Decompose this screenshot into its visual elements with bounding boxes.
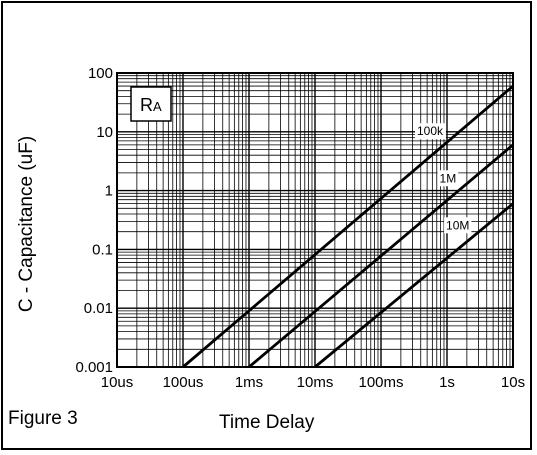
series-line-1M [248,143,514,369]
legend-box: RA [130,86,172,122]
y-tick-label: 1 [105,183,113,200]
y-tick-label: 0.1 [92,241,113,258]
y-tick-label: 100 [88,65,113,82]
x-tick-label: 10s [501,374,525,391]
legend-label: RA [140,95,162,115]
y-tick-label: 10 [96,124,113,141]
x-tick-label: 10ms [297,374,334,391]
x-tick-label: 100us [163,374,204,391]
figure-caption: Figure 3 [8,408,78,429]
x-tick-label: 10us [101,374,134,391]
series-lines: 100k 1M 10M [182,84,514,369]
y-axis-label: C - Capacitance (uF) [16,135,37,313]
series-label-1M: 1M [440,171,457,185]
series-label-background [414,123,446,140]
x-tick-label: 100ms [358,374,403,391]
series-label-10M: 10M [446,218,469,232]
y-tick-label: 0.01 [84,300,113,317]
y-axis-ticks: 100 10 1 0.1 0.01 0.001 [75,65,113,376]
series-label-100k: 100k [417,124,444,138]
x-tick-label: 1s [439,374,455,391]
figure-frame [1,1,532,450]
x-axis-ticks: 10us 100us 1ms 10ms 100ms 1s 10s [101,374,525,391]
x-tick-label: 1ms [235,374,263,391]
y-tick-label: 0.001 [75,359,113,376]
series-line-100k [182,84,514,369]
series-label-background [437,170,459,187]
grid [116,73,513,368]
series-label-background [444,217,472,234]
legend-box-frame [130,86,172,122]
x-axis-label: Time Delay [219,412,315,433]
legend-label-main: R [140,95,153,115]
legend-label-sub: A [153,99,162,114]
series-line-10M [314,202,514,369]
